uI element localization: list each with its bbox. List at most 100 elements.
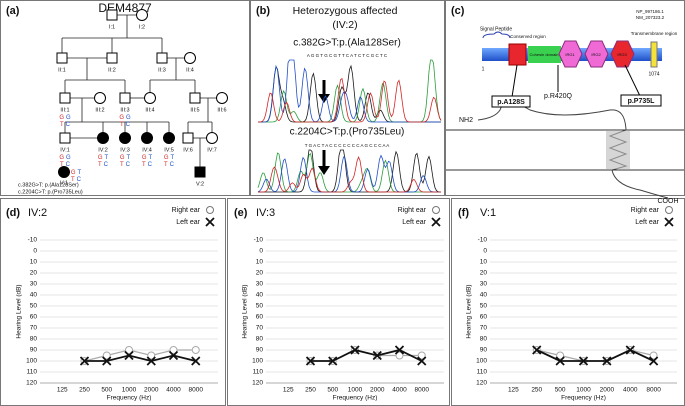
variant-label: c.382G>T:p.(Ala128Ser)	[293, 38, 401, 49]
x-tick-label: 1000	[348, 387, 363, 394]
pedigree-male	[182, 132, 194, 144]
terminus: COOH	[658, 198, 679, 205]
x-tick-label: 250	[305, 387, 316, 394]
x-tick-label: 500	[555, 387, 566, 394]
allele: T	[60, 162, 64, 168]
x-tick-label: 250	[79, 387, 90, 394]
x-axis-label: Frequency (Hz)	[561, 395, 606, 402]
series-line	[310, 349, 422, 362]
x-tick-label: 4000	[623, 387, 638, 394]
y-tick-label: -10	[28, 237, 38, 244]
pedigree-male	[106, 9, 118, 21]
y-tick-label: 120	[476, 380, 487, 387]
sequence: A G G T G C G T T C A T C T C G C T C	[307, 53, 388, 58]
series-line	[536, 349, 654, 362]
chart-title: IV:3	[256, 207, 275, 219]
domain-label: Cohesin domain	[530, 52, 559, 57]
x-tick-label: 2000	[600, 387, 615, 394]
x-axis-label: Frequency (Hz)	[333, 395, 378, 402]
pedigree-female	[119, 132, 131, 144]
marker	[205, 217, 215, 227]
allele: G	[59, 115, 64, 121]
node-label: I:1	[109, 24, 115, 30]
y-tick-label: 70	[256, 325, 264, 332]
y-tick-label: 30	[480, 281, 488, 288]
allele: G	[142, 155, 147, 161]
variant-label: p.A128S	[497, 99, 525, 106]
y-tick-label: 120	[26, 380, 37, 387]
allele: T	[98, 162, 102, 168]
legend-label: Right ear	[631, 207, 660, 214]
domain-label: IRG3	[617, 52, 627, 57]
node-label: IV:2	[98, 147, 108, 153]
allele: G	[164, 155, 169, 161]
marker	[578, 356, 589, 366]
trace	[257, 152, 441, 193]
y-tick-label: 80	[30, 336, 38, 343]
accession: NM_207323.2	[636, 15, 665, 20]
marker	[328, 356, 338, 366]
marker	[147, 351, 156, 360]
y-tick-label: 10	[480, 259, 488, 266]
series-line	[84, 354, 196, 362]
pedigree-male	[56, 52, 68, 64]
y-tick-label: 20	[480, 270, 488, 277]
y-tick-label: 120	[252, 380, 263, 387]
allele: T	[71, 177, 75, 183]
node-label: IV:1	[60, 147, 70, 153]
allele: T	[164, 162, 168, 168]
legend-label: Left ear	[176, 219, 200, 226]
pedigree-male	[189, 92, 201, 104]
y-tick-label: 100	[26, 358, 37, 365]
pedigree-female	[144, 92, 156, 104]
panel-letter: (f)	[458, 207, 469, 219]
pedigree-female	[206, 132, 218, 144]
allele: C	[126, 122, 131, 128]
legend-label: Right ear	[398, 207, 427, 214]
y-tick-label: 90	[30, 347, 38, 354]
allele: G	[119, 115, 124, 121]
allele: G	[98, 155, 103, 161]
x-tick-label: 2000	[144, 387, 159, 394]
allele: C	[104, 162, 109, 168]
marker	[532, 345, 542, 355]
marker	[102, 356, 112, 366]
marker	[168, 350, 179, 361]
x-tick-label: 125	[508, 387, 519, 394]
node-label: IV:4	[142, 147, 152, 153]
y-tick-label: 100	[476, 358, 487, 365]
allele: G	[71, 170, 76, 176]
position-label: 1	[482, 66, 485, 72]
panel-letter: (a)	[6, 5, 20, 17]
y-tick-label: 70	[480, 325, 488, 332]
y-tick-label: 80	[480, 336, 488, 343]
marker	[395, 351, 404, 360]
marker	[79, 356, 90, 366]
allele: G	[66, 155, 71, 161]
legend-label: Left ear	[402, 219, 426, 226]
node-label: IV:6	[183, 147, 193, 153]
trace	[257, 154, 441, 193]
y-tick-label: 60	[30, 314, 38, 321]
y-tick-label: 0	[259, 248, 263, 255]
y-tick-label: 90	[256, 347, 264, 354]
marker	[394, 345, 405, 355]
y-tick-label: 10	[30, 259, 38, 266]
y-tick-label: 50	[256, 303, 264, 310]
domain-label: IRG1	[565, 52, 575, 57]
marker	[102, 351, 111, 360]
node-label: V:1	[60, 180, 68, 186]
sequence: T G A C T A C C C C C C C A G C C C A A	[305, 143, 390, 148]
panel-letter: (b)	[256, 5, 270, 17]
pedigree-male	[106, 52, 118, 64]
allele: G	[66, 115, 71, 121]
node-label: II:2	[108, 67, 116, 73]
